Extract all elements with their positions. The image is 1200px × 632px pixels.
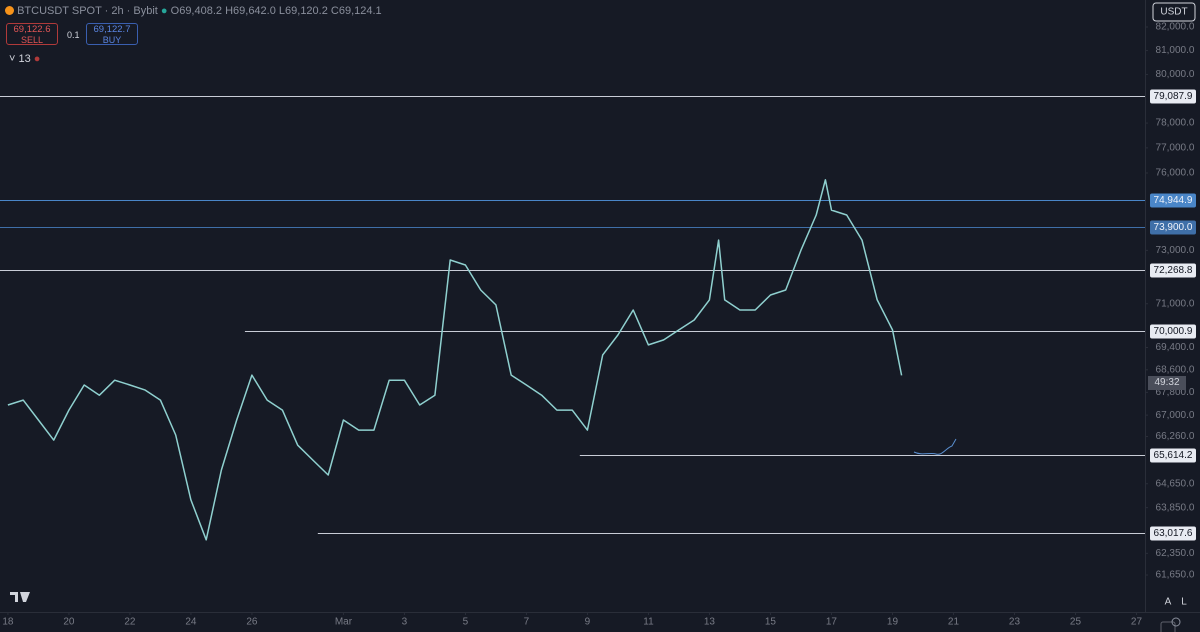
x-tick-label: 21 xyxy=(948,617,960,628)
sell-price[interactable]: 69,122.6 xyxy=(13,24,51,35)
y-tick-label: 67,000.0 xyxy=(1156,410,1195,421)
level-label-box xyxy=(1150,220,1196,235)
level-label: 72,268.8 xyxy=(1154,265,1193,276)
x-tick-label: 22 xyxy=(124,617,136,628)
sell-button[interactable]: 69,122.6 SELL xyxy=(6,23,58,45)
y-tick-label: 81,000.0 xyxy=(1156,45,1195,56)
y-tick-label: 66,260.0 xyxy=(1156,431,1195,442)
drawing xyxy=(913,438,957,455)
x-tick-label: 25 xyxy=(1070,617,1082,628)
level-label: 73,900.0 xyxy=(1154,222,1193,233)
y-tick-label: 63,850.0 xyxy=(1156,502,1195,513)
y-tick-label: 80,000.0 xyxy=(1156,69,1195,80)
y-tick-label: 62,350.0 xyxy=(1156,548,1195,559)
buy-price[interactable]: 69,122.7 xyxy=(93,24,131,35)
ohlc-open: O69,408.2 xyxy=(170,5,223,17)
y-tick-label: 76,000.0 xyxy=(1156,168,1195,179)
level-label-box xyxy=(1150,448,1196,463)
symbol-info: BTCUSDT SPOT · 2h · Bybit ● O69,408.2 H6… xyxy=(5,5,382,17)
x-tick-label: 15 xyxy=(765,617,777,628)
y-tick-label: 71,000.0 xyxy=(1156,298,1195,309)
level-label: 70,000.9 xyxy=(1154,326,1193,337)
ohlc-close: C69,124.1 xyxy=(330,5,382,17)
log-label[interactable]: L xyxy=(1181,597,1187,608)
price-line xyxy=(7,179,903,541)
x-tick-label: 18 xyxy=(2,617,14,628)
level-label-box xyxy=(1150,89,1196,104)
y-tick-label: 82,000.0 xyxy=(1156,22,1195,33)
buy-label[interactable]: BUY xyxy=(102,35,122,45)
x-tick-label: 13 xyxy=(704,617,716,628)
x-tick-label: 19 xyxy=(887,617,899,628)
tv-logo xyxy=(10,592,30,602)
level-label: 63,017.6 xyxy=(1154,528,1193,539)
currency[interactable]: USDT xyxy=(1160,7,1187,18)
level-label-box xyxy=(1150,263,1196,278)
spread: 0.1 xyxy=(67,30,80,40)
y-tick-label: 73,000.0 xyxy=(1156,245,1195,256)
countdown: 49:32 xyxy=(1148,376,1186,390)
level-label-box xyxy=(1150,193,1196,208)
x-tick-label: 17 xyxy=(826,617,838,628)
auto-label[interactable]: A xyxy=(1165,597,1172,608)
indicators-count[interactable]: 13 xyxy=(18,53,31,65)
x-tick-label: 7 xyxy=(524,617,530,628)
y-tick-label: 61,650.0 xyxy=(1156,570,1195,581)
level-label: 65,614.2 xyxy=(1154,450,1193,461)
x-tick-label: 26 xyxy=(246,617,258,628)
coin-icon xyxy=(5,6,14,15)
level-label: 79,087.9 xyxy=(1154,91,1193,102)
ohlc-low: L69,120.2 xyxy=(278,5,328,17)
buy-button[interactable]: 69,122.7 BUY xyxy=(86,23,138,45)
y-tick-label: 67,800.0 xyxy=(1156,387,1195,398)
x-tick-label: Mar xyxy=(335,617,353,628)
x-tick-label: 20 xyxy=(63,617,75,628)
sell-label[interactable]: SELL xyxy=(20,35,44,45)
x-tick-label: 3 xyxy=(402,617,408,628)
y-tick-label: 77,000.0 xyxy=(1156,143,1195,154)
symbol: BTCUSDT SPOT · 2h · Bybit xyxy=(17,5,158,17)
settings-icon[interactable] xyxy=(1171,617,1181,627)
auto-button[interactable] xyxy=(1160,621,1176,632)
indicators-toggle[interactable]: ˅ 13 ● xyxy=(9,53,41,65)
y-tick-label: 69,400.0 xyxy=(1156,342,1195,353)
x-tick-label: 23 xyxy=(1009,617,1021,628)
level-label: 74,944.9 xyxy=(1154,195,1193,206)
ohlc-high: H69,642.0 xyxy=(225,5,276,17)
currency-box[interactable] xyxy=(1152,2,1196,22)
x-tick-label: 5 xyxy=(463,617,469,628)
plot-bg xyxy=(0,0,1145,612)
y-tick-label: 64,650.0 xyxy=(1156,478,1195,489)
level-label-box xyxy=(1150,324,1196,339)
y-tick-label: 68,600.0 xyxy=(1156,364,1195,375)
x-tick-label: 24 xyxy=(185,617,197,628)
x-tick-label: 27 xyxy=(1131,617,1143,628)
y-tick-label: 78,000.0 xyxy=(1156,118,1195,129)
x-tick-label: 11 xyxy=(643,617,654,628)
level-label-box xyxy=(1150,526,1196,541)
x-tick-label: 9 xyxy=(585,617,591,628)
